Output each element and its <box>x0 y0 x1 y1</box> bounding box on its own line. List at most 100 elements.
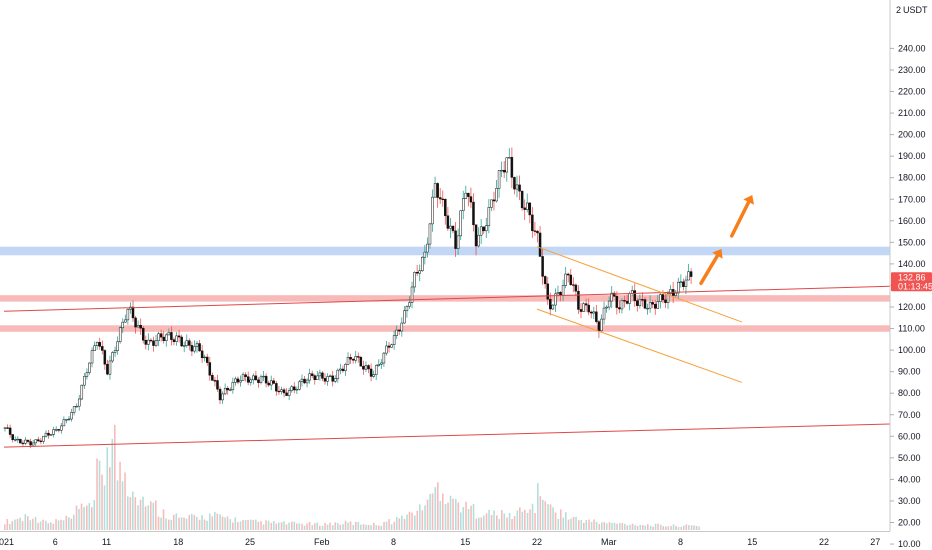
volume-bar <box>349 521 352 530</box>
volume-bar <box>567 519 570 530</box>
candle <box>257 379 260 383</box>
volume-bar <box>334 522 337 530</box>
candle <box>147 339 150 345</box>
zone-blue <box>0 246 890 256</box>
candle <box>395 329 398 336</box>
candle <box>456 235 460 249</box>
x-tick-label: 6 <box>53 537 58 547</box>
candle <box>193 346 196 352</box>
volume-bar <box>293 521 296 530</box>
candle <box>459 210 462 237</box>
candle <box>300 378 304 383</box>
volume-bar <box>170 519 173 530</box>
candle <box>623 300 626 302</box>
candle <box>344 364 347 372</box>
volume-bar <box>496 515 498 530</box>
candle <box>80 384 84 400</box>
volume-bar <box>449 495 452 530</box>
volume-bar <box>291 521 293 530</box>
y-tick-label: 180.00 <box>898 173 926 183</box>
candle <box>262 375 265 378</box>
candle <box>111 352 114 362</box>
volume-bar <box>439 500 442 530</box>
volume-bar <box>234 517 237 530</box>
volume-bar <box>175 513 178 530</box>
candle <box>203 356 206 359</box>
y-tick-label: 60.00 <box>898 431 921 441</box>
candle <box>211 374 214 381</box>
volume-bar <box>86 505 88 530</box>
volume-bar <box>695 526 698 530</box>
candle <box>331 375 334 382</box>
candle <box>618 307 621 310</box>
candle <box>341 368 345 372</box>
candle <box>607 300 611 308</box>
volume-bar <box>65 515 68 530</box>
y-tick-label: 240.00 <box>898 43 926 53</box>
candle <box>413 272 416 288</box>
candle <box>44 432 48 437</box>
arrow-up-1-shaft <box>699 253 720 286</box>
volume-bar <box>147 505 150 530</box>
volume-bar <box>544 501 547 530</box>
candle <box>513 177 516 190</box>
volume-bar <box>183 517 185 530</box>
volume-bar <box>6 519 9 530</box>
candle <box>108 360 112 375</box>
candle <box>684 279 688 287</box>
candle <box>167 332 171 336</box>
candle <box>423 251 427 258</box>
volume-bar <box>357 521 360 530</box>
candle <box>31 442 35 446</box>
volume-bar <box>132 491 134 530</box>
volume-bar <box>647 524 649 530</box>
arrow-up-2-shaft <box>730 200 751 238</box>
y-tick-label: 10.00 <box>898 539 921 549</box>
candle <box>602 307 606 320</box>
candle <box>333 378 337 382</box>
volume-bar <box>560 509 562 530</box>
volume-bar <box>247 520 249 530</box>
volume-bar <box>321 525 324 530</box>
volume-bar <box>308 521 311 530</box>
candle <box>159 333 163 338</box>
volume-bar <box>380 525 383 530</box>
candle <box>469 196 473 203</box>
candle <box>595 311 598 322</box>
candle <box>298 381 301 390</box>
candle <box>482 226 485 232</box>
candle <box>190 345 194 352</box>
volume-bar <box>116 480 119 530</box>
volume-bar <box>206 520 208 530</box>
candle <box>487 207 491 226</box>
volume-bar <box>488 509 490 530</box>
candle <box>490 199 493 208</box>
volume-bar <box>191 513 193 530</box>
volume-bar <box>685 524 688 530</box>
candle <box>16 438 20 441</box>
volume-bar <box>301 523 303 530</box>
volume-bar <box>288 522 290 530</box>
candle <box>610 292 613 302</box>
candle <box>559 292 562 296</box>
volume-bar <box>152 502 155 530</box>
candle <box>380 362 383 365</box>
volume-bar <box>106 447 109 530</box>
volume-bar <box>367 524 370 530</box>
candle <box>438 197 442 200</box>
volume-bar <box>144 506 147 530</box>
volume-bar <box>606 523 608 530</box>
volume-bar <box>232 522 234 530</box>
volume-bar <box>4 524 6 530</box>
x-tick-label: 22 <box>532 537 542 547</box>
volume-bar <box>19 517 21 530</box>
volume-bar <box>9 523 11 530</box>
volume-bar <box>365 524 367 530</box>
y-tick-label: 140.00 <box>898 259 926 269</box>
volume-bar <box>534 513 536 530</box>
candle <box>625 300 629 304</box>
volume-bar <box>455 498 457 530</box>
y-tick-label: 110.00 <box>898 324 925 334</box>
candle <box>523 207 526 210</box>
